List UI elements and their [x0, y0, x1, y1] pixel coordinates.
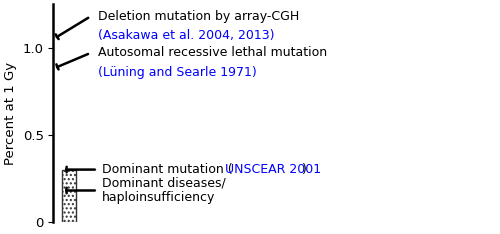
Text: Deletion mutation by array-CGH: Deletion mutation by array-CGH	[98, 10, 299, 23]
Text: ): )	[302, 163, 307, 176]
Text: Dominant diseases/
haploinsufficiency: Dominant diseases/ haploinsufficiency	[102, 176, 226, 205]
Text: Dominant mutation (: Dominant mutation (	[102, 163, 232, 176]
Text: Autosomal recessive lethal mutation: Autosomal recessive lethal mutation	[98, 46, 327, 59]
Text: UNSCEAR 2001: UNSCEAR 2001	[225, 163, 321, 176]
Bar	[62, 170, 76, 222]
Y-axis label: Percent at 1 Gy: Percent at 1 Gy	[4, 62, 17, 165]
Text: (Lüning and Searle 1971): (Lüning and Searle 1971)	[98, 66, 256, 79]
Text: (Asakawa et al. 2004, 2013): (Asakawa et al. 2004, 2013)	[98, 29, 274, 42]
